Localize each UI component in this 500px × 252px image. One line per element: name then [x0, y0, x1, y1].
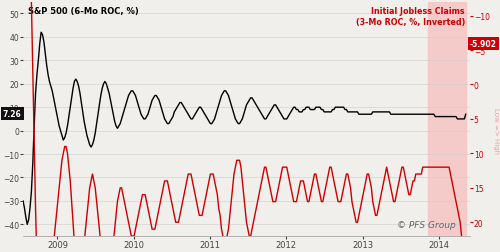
Text: 7.26: 7.26 [3, 110, 22, 119]
Bar [428, 3, 466, 236]
Text: -5.902: -5.902 [470, 40, 497, 49]
Text: Initial Jobless Claims
(3-Mo ROC, %, Inverted): Initial Jobless Claims (3-Mo ROC, %, Inv… [356, 7, 465, 27]
Text: S&P 500 (6-Mo ROC, %): S&P 500 (6-Mo ROC, %) [28, 7, 138, 16]
Text: © PFS Group: © PFS Group [398, 220, 456, 229]
Text: Low => High: Low => High [493, 108, 499, 154]
